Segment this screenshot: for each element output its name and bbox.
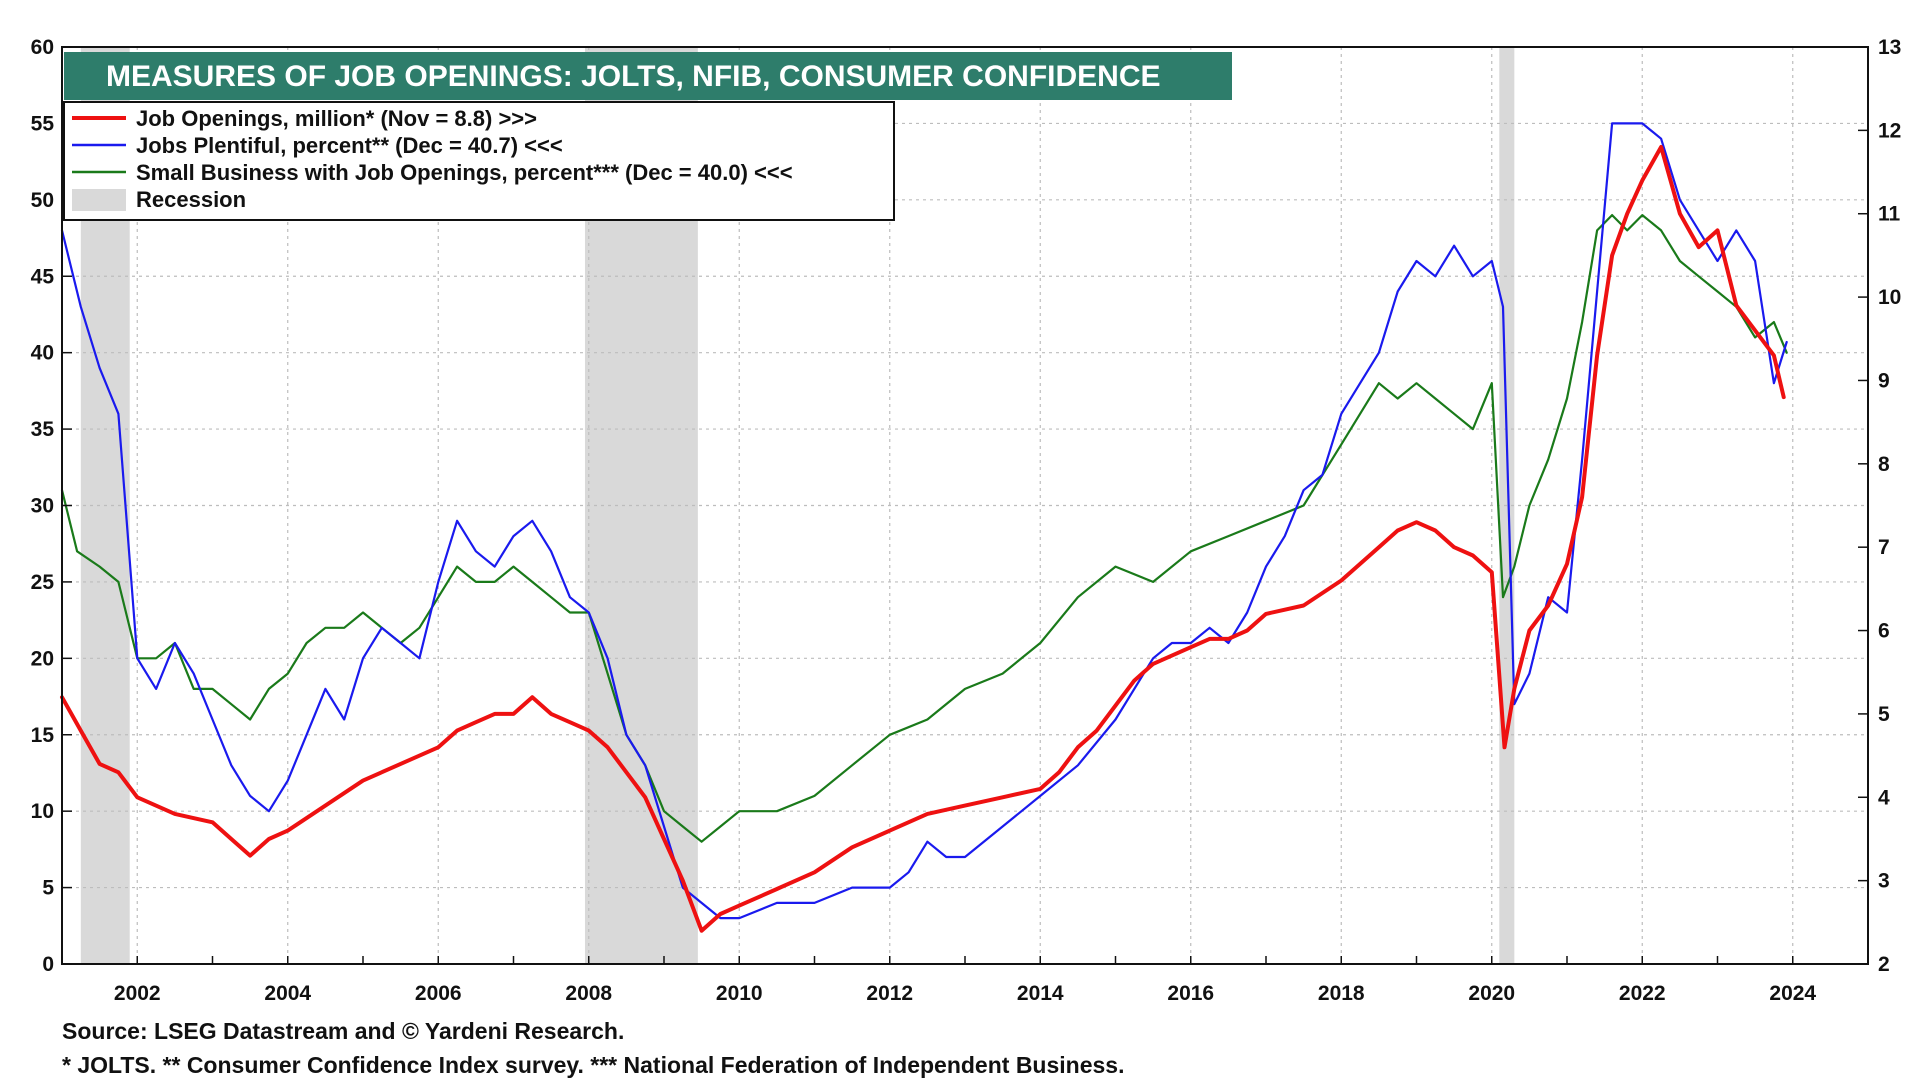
legend-label-nfib: Small Business with Job Openings, percen… — [136, 160, 793, 185]
footer-notes: * JOLTS. ** Consumer Confidence Index su… — [62, 1052, 1125, 1078]
y-right-tick-label: 9 — [1878, 369, 1890, 392]
x-tick-label: 2016 — [1167, 982, 1214, 1005]
x-tick-label: 2008 — [565, 982, 612, 1005]
legend-swatch-recession — [72, 189, 126, 211]
y-right-tick-label: 12 — [1878, 119, 1901, 142]
series-line-jolts — [60, 145, 1786, 933]
legend-item-jolts: Job Openings, million* (Nov = 8.8) >>> — [72, 106, 537, 131]
y-left-tick-label: 10 — [31, 800, 54, 823]
y-right-tick-label: 11 — [1878, 203, 1901, 226]
series-lines — [60, 122, 1788, 933]
legend-label-jolts: Job Openings, million* (Nov = 8.8) >>> — [136, 106, 537, 131]
x-tick-label: 2020 — [1468, 982, 1515, 1005]
y-left-tick-label: 15 — [31, 724, 55, 747]
y-axis-right: 2 3 4 5 6 7 8 9 10 11 12 13 — [1858, 36, 1901, 976]
legend-label-recession: Recession — [136, 187, 246, 212]
footer-source: Source: LSEG Datastream and © Yardeni Re… — [62, 1018, 625, 1044]
y-right-tick-label: 4 — [1878, 786, 1890, 809]
y-left-tick-label: 35 — [31, 418, 55, 441]
y-left-tick-label: 0 — [42, 953, 54, 976]
y-left-tick-label: 60 — [31, 36, 54, 59]
y-left-tick-label: 55 — [31, 112, 55, 135]
x-tick-label: 2010 — [716, 982, 763, 1005]
legend-label-jobs-plentiful: Jobs Plentiful, percent** (Dec = 40.7) <… — [136, 133, 563, 158]
y-right-tick-label: 7 — [1878, 536, 1890, 559]
series-line-nfib — [60, 214, 1788, 843]
x-tick-label: 2006 — [415, 982, 462, 1005]
x-tick-label: 2002 — [114, 982, 161, 1005]
y-left-tick-label: 25 — [31, 571, 55, 594]
y-axis-left: 0 5 10 15 20 25 30 35 40 45 50 55 60 — [31, 36, 72, 976]
x-axis: 2002 2004 2006 2008 2010 2012 2014 2016 2018 2020… — [61, 956, 1869, 1005]
x-tick-label: 2004 — [264, 982, 311, 1005]
chart-title: MEASURES OF JOB OPENINGS: JOLTS, NFIB, C… — [106, 60, 1161, 93]
x-tick-label: 2022 — [1619, 982, 1666, 1005]
legend-item-recession: Recession — [72, 187, 246, 212]
legend-box — [63, 101, 895, 221]
gridlines — [62, 47, 1868, 964]
title-banner — [64, 52, 1232, 100]
y-right-tick-label: 6 — [1878, 620, 1890, 643]
y-left-tick-label: 50 — [31, 189, 54, 212]
y-right-tick-label: 8 — [1878, 453, 1890, 476]
y-left-tick-label: 45 — [31, 265, 55, 288]
x-tick-label: 2012 — [866, 982, 913, 1005]
y-right-tick-label: 2 — [1878, 953, 1890, 976]
legend-item-jobs-plentiful: Jobs Plentiful, percent** (Dec = 40.7) <… — [72, 133, 563, 158]
y-right-tick-label: 10 — [1878, 286, 1901, 309]
y-right-tick-label: 3 — [1878, 870, 1890, 893]
y-left-tick-label: 20 — [31, 647, 54, 670]
x-tick-label: 2018 — [1318, 982, 1365, 1005]
y-left-tick-label: 40 — [31, 342, 54, 365]
y-left-tick-label: 30 — [31, 495, 54, 518]
x-tick-label: 2014 — [1017, 982, 1064, 1005]
legend-item-nfib: Small Business with Job Openings, percen… — [72, 160, 793, 185]
y-right-tick-label: 5 — [1878, 703, 1890, 726]
y-right-tick-label: 13 — [1878, 36, 1901, 59]
series-line-jobs-plentiful — [60, 122, 1788, 920]
y-left-tick-label: 5 — [42, 877, 54, 900]
x-tick-label: 2024 — [1769, 982, 1816, 1005]
